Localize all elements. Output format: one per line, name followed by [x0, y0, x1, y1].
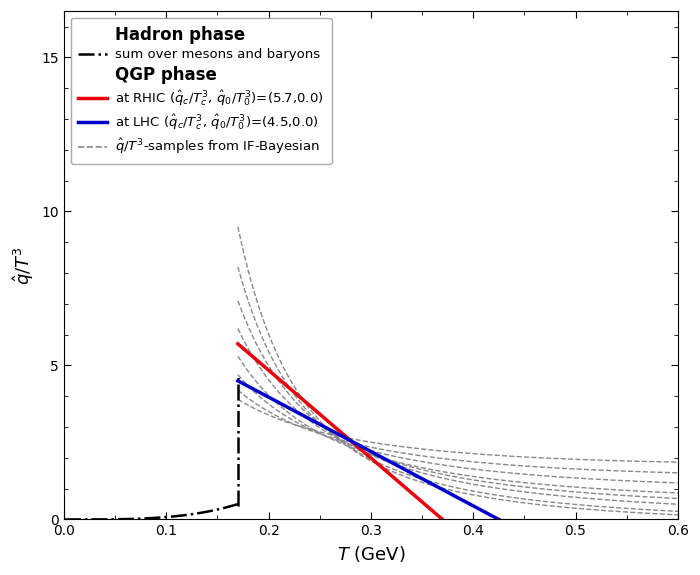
X-axis label: $T$ (GeV): $T$ (GeV) [337, 544, 405, 564]
Y-axis label: $\hat{q}/T^3$: $\hat{q}/T^3$ [11, 246, 36, 285]
Legend: Hadron phase, sum over mesons and baryons, QGP phase, at RHIC ($\hat{q}_c/T_c^3$: Hadron phase, sum over mesons and baryon… [71, 18, 332, 164]
